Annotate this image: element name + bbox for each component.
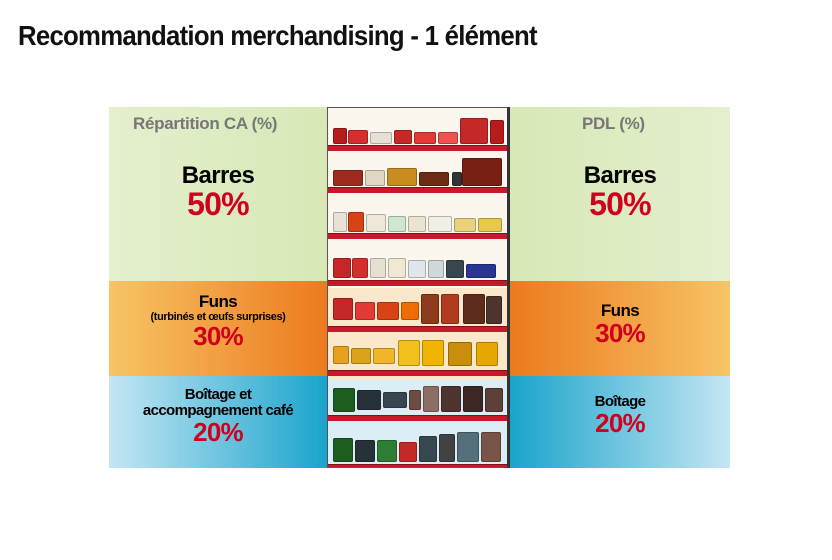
left-funs-sublabel: (turbinés et œufs surprises) [150, 310, 286, 323]
left-barres-label: Barres [181, 162, 255, 189]
left-funs-percent: 30% [193, 320, 243, 351]
right-orange-band [510, 281, 730, 376]
right-funs-label: Funs [600, 301, 640, 320]
left-orange-band [109, 281, 327, 376]
left-barres-percent: 50% [187, 186, 249, 223]
right-barres-block: Barres 50% [510, 163, 730, 222]
left-boitage-label-line1: Boîtage et [184, 386, 252, 403]
left-boitage-label-line2: accompagnement café [142, 401, 294, 419]
right-funs-percent: 30% [595, 317, 645, 348]
right-column-header: PDL (%) [582, 114, 645, 133]
right-green-band [510, 107, 730, 281]
page-title: Recommandation merchandising - 1 élément [18, 20, 538, 51]
left-boitage-percent: 20% [193, 416, 243, 447]
right-barres-percent: 50% [589, 186, 651, 223]
right-funs-block: Funs 30% [510, 302, 730, 347]
shelf-right-edge [507, 107, 510, 468]
left-funs-block: Funs (turbinés et œufs surprises) 30% [109, 293, 327, 350]
right-boitage-label: Boîtage [594, 393, 646, 410]
left-blue-band [109, 376, 327, 468]
left-boitage-block: Boîtage et accompagnement café 20% [109, 387, 327, 446]
left-green-band [109, 107, 327, 281]
left-column-header: Répartition CA (%) [133, 114, 278, 133]
right-blue-band [510, 376, 730, 468]
right-barres-label: Barres [583, 162, 657, 189]
right-boitage-block: Boîtage 20% [510, 394, 730, 437]
shelf-planogram-image [327, 107, 510, 468]
right-boitage-percent: 20% [595, 407, 645, 438]
left-funs-label: Funs [198, 292, 238, 311]
left-barres-block: Barres 50% [109, 163, 327, 222]
